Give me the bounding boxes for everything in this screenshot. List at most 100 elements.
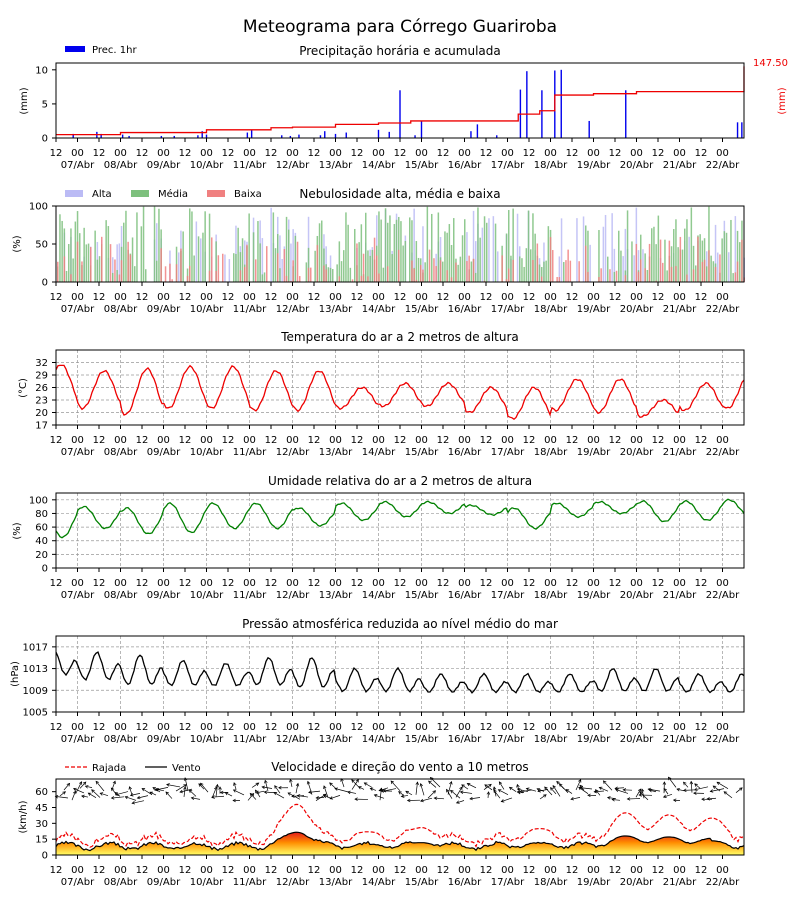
cloud-bar: [422, 269, 424, 282]
hour-tick-label: 12: [308, 148, 321, 159]
hour-tick-label: 12: [265, 435, 278, 446]
cloud-bar: [68, 244, 70, 282]
hour-tick-label: 12: [93, 722, 106, 733]
wind-panel: Velocidade e direção do vento a 10 metro…: [18, 760, 745, 888]
hour-tick-label: 00: [673, 578, 686, 589]
day-tick-label: 11/Abr: [233, 590, 267, 601]
hour-tick-label: 12: [523, 722, 536, 733]
cloud-bar: [237, 227, 239, 282]
wind-arrow: [428, 780, 437, 788]
cloud-bar: [598, 230, 600, 282]
hour-tick-label: 12: [351, 578, 364, 589]
cloud-bar: [65, 270, 68, 282]
cloud-bar: [248, 213, 250, 282]
cloud-bar: [618, 230, 620, 282]
wind-arrow: [247, 793, 254, 801]
wind-arrow-head: [261, 785, 266, 789]
day-tick-label: 18/Abr: [534, 590, 568, 601]
cloud-bar: [367, 276, 369, 282]
wind-arrow-head: [315, 796, 320, 800]
hour-tick-label: 00: [673, 722, 686, 733]
wind-arrow-head: [190, 796, 195, 800]
hour-tick-label: 00: [286, 292, 299, 303]
wind-arrow-head: [683, 781, 687, 786]
cloud-bar: [624, 275, 627, 282]
cloud-bar: [437, 212, 440, 282]
cloud-bar: [565, 260, 567, 282]
y-tick-label: 29: [35, 371, 48, 382]
day-tick-label: 19/Abr: [577, 877, 611, 888]
cloud-bar: [455, 262, 457, 282]
cloud-bar: [516, 213, 519, 282]
cloud-bar: [180, 248, 182, 282]
day-tick-label: 08/Abr: [104, 590, 138, 601]
day-tick-label: 13/Abr: [319, 734, 353, 745]
cloud-bar: [398, 216, 400, 282]
cloud-bar: [327, 267, 330, 282]
wind-arrow-head: [544, 786, 548, 790]
hour-tick-label: 00: [200, 578, 213, 589]
wind-arrow-head: [701, 797, 705, 802]
cloud-bar: [288, 229, 290, 282]
cloud-bar: [708, 250, 710, 282]
day-tick-label: 16/Abr: [448, 304, 482, 315]
cloud-bar: [604, 214, 607, 282]
wind-arrow: [559, 783, 569, 794]
cloud-bar: [472, 210, 475, 282]
wind-arrow-head: [219, 790, 224, 795]
cloud-panel: Nebulosidade alta, média e baixa Alta Mé…: [12, 187, 745, 315]
cloud-bar: [178, 252, 180, 282]
wind-arrow: [683, 789, 697, 791]
cloud-bar: [307, 247, 310, 282]
cloud-bar: [736, 261, 739, 282]
y-tick-label: 40: [35, 536, 48, 547]
hour-tick-label: 12: [308, 865, 321, 876]
cloud-bar: [644, 268, 646, 282]
day-tick-label: 22/Abr: [706, 877, 740, 888]
wind-arrow-head: [449, 780, 453, 785]
day-tick-label: 22/Abr: [706, 304, 740, 315]
wind-arrow-head: [128, 786, 132, 790]
cloud-bar: [501, 255, 503, 282]
precip-bar: [324, 131, 326, 138]
cloud-bar: [723, 231, 726, 282]
wind-arrow: [578, 787, 589, 794]
y-tick-label: 10: [35, 65, 48, 76]
wind-arrow-head: [224, 792, 229, 796]
cloud-bar: [351, 279, 354, 282]
wind-arrow: [347, 791, 357, 794]
cloud-bar: [626, 210, 629, 282]
precip-bar: [625, 90, 627, 138]
cloud-bar: [556, 277, 558, 282]
wind-arrow: [690, 781, 693, 793]
cloud-bar: [338, 241, 341, 282]
wind-arrow-head: [255, 790, 260, 795]
hour-tick-label: 12: [179, 435, 192, 446]
wind-arrow: [460, 791, 473, 794]
precip-ylabel-right: (mm): [777, 87, 788, 114]
y-tick-label: 100: [29, 202, 48, 213]
cloud-bar: [415, 241, 418, 282]
cloud-bar: [156, 260, 158, 282]
wind-arrow: [374, 794, 385, 799]
hour-tick-label: 00: [673, 148, 686, 159]
wind-arrow: [723, 791, 733, 799]
cloud-bar: [211, 237, 213, 282]
cloud-bar: [336, 264, 338, 282]
wind-arrow-head: [712, 785, 717, 789]
hour-tick-label: 12: [566, 578, 579, 589]
day-tick-label: 08/Abr: [104, 877, 138, 888]
wind-arrow-head: [232, 798, 236, 803]
cloud-bar: [376, 255, 378, 282]
cloud-bar: [343, 250, 345, 282]
wind-arrow-head: [347, 790, 351, 795]
cloud-bar: [732, 273, 734, 282]
cloud-bar: [112, 272, 114, 282]
day-tick-label: 12/Abr: [276, 447, 310, 458]
wind-arrow-head: [640, 788, 645, 793]
precip-panel: Precipitação horária e acumulada Prec. 1…: [19, 44, 788, 171]
wind-arrow-head: [152, 787, 157, 791]
wind-arrow-head: [306, 780, 311, 785]
hour-tick-label: 12: [222, 865, 235, 876]
hour-tick-label: 00: [458, 722, 471, 733]
